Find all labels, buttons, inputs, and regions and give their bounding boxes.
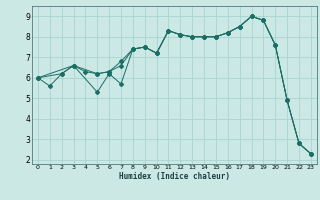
X-axis label: Humidex (Indice chaleur): Humidex (Indice chaleur) [119,172,230,181]
